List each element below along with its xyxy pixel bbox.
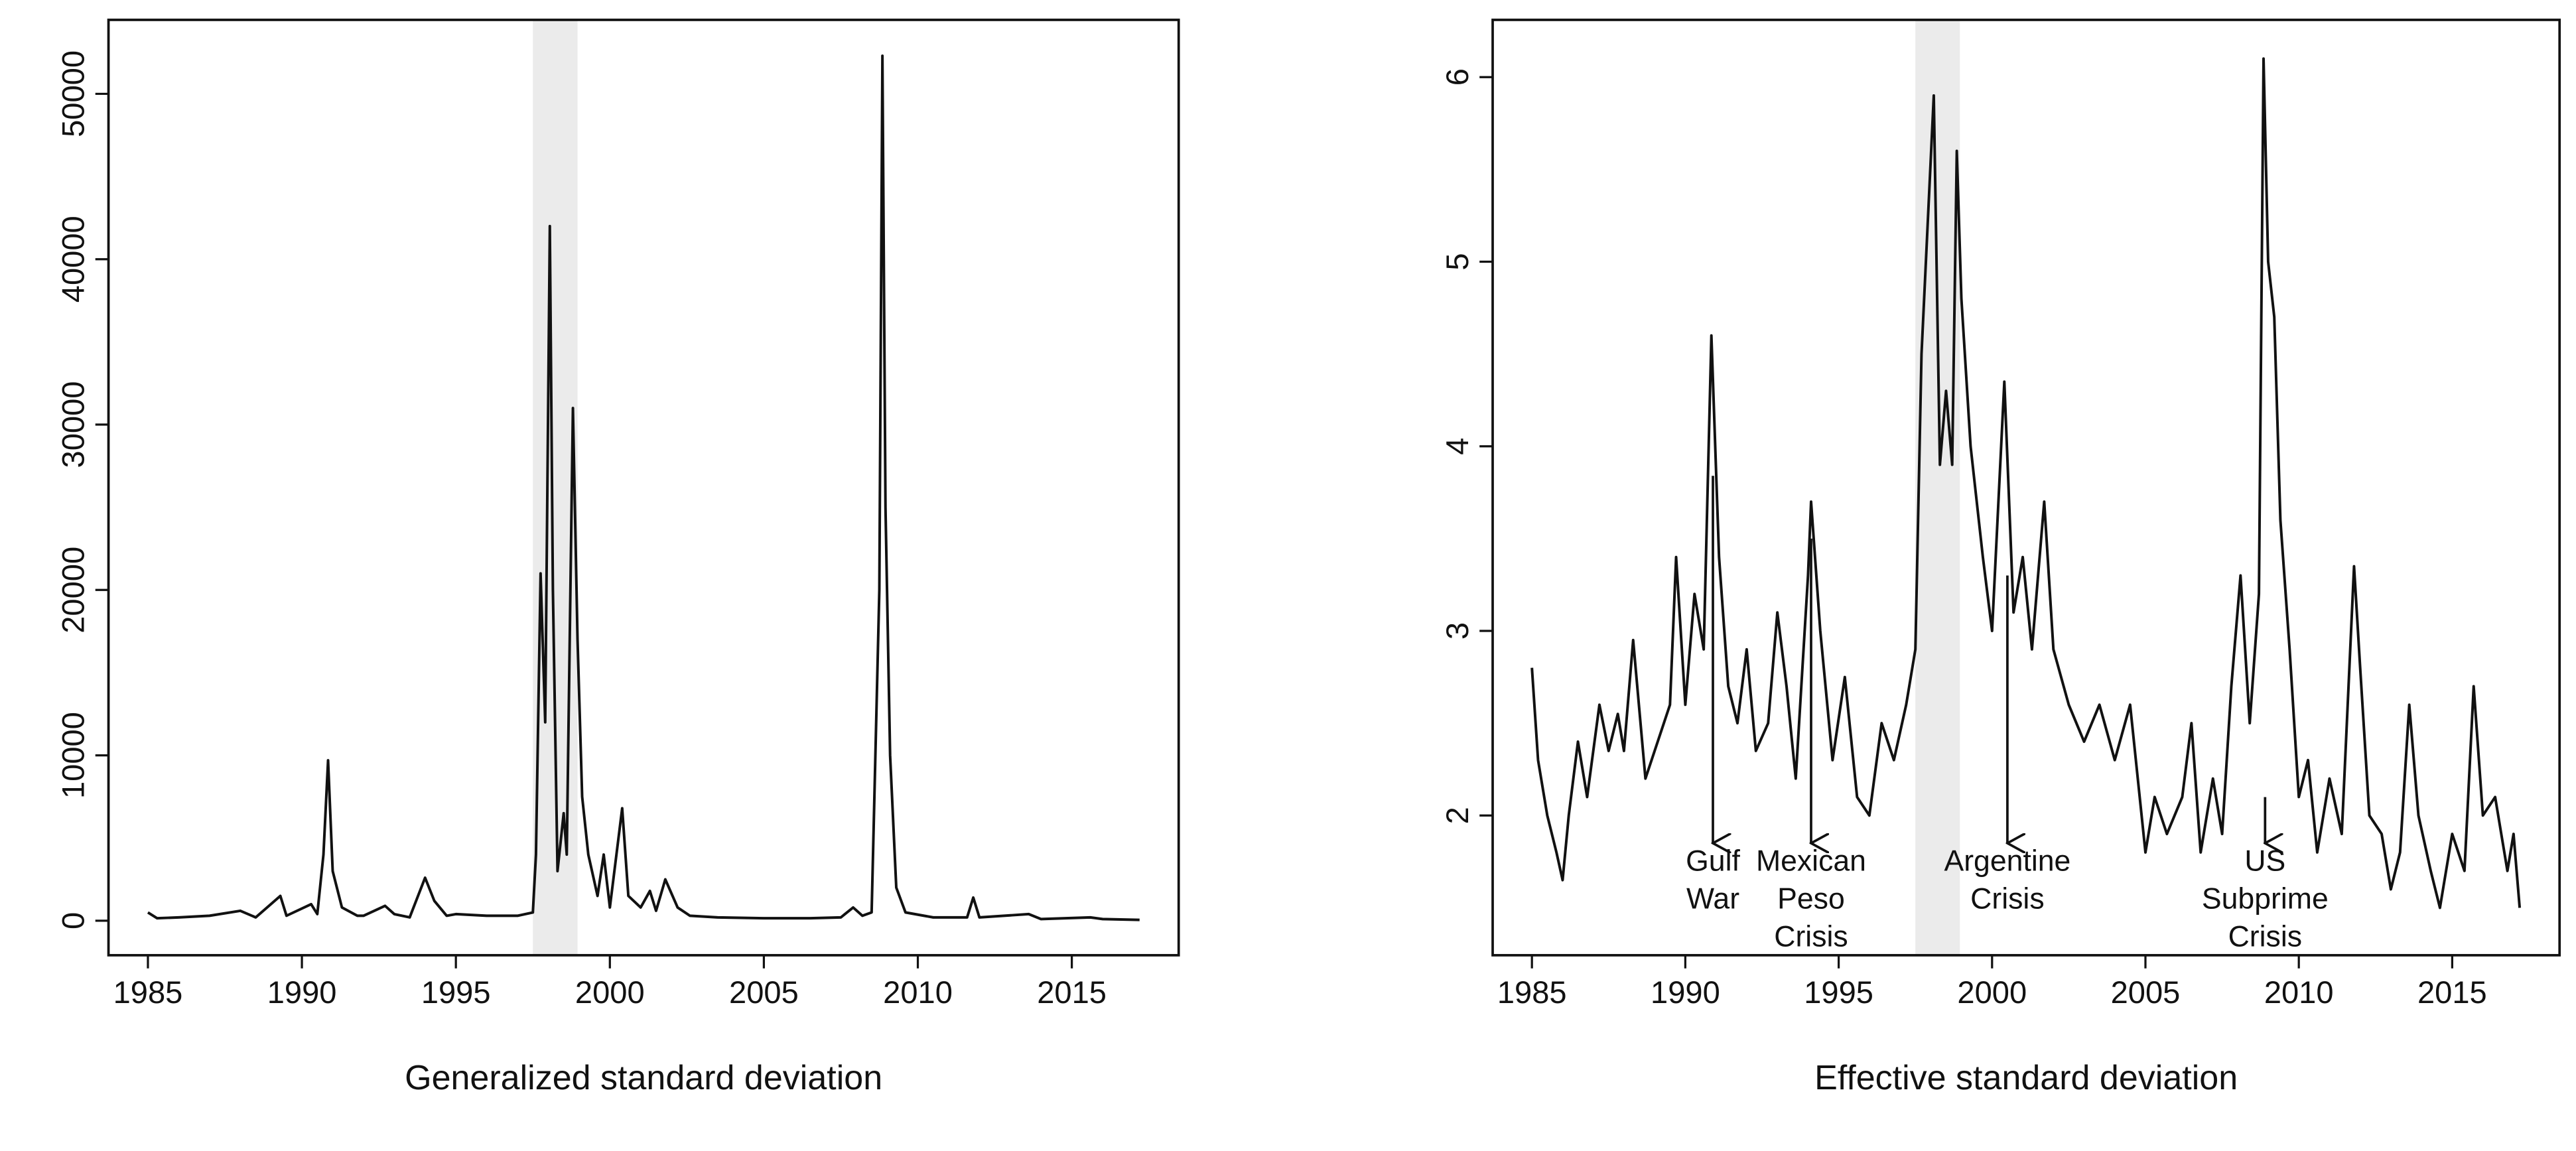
annotation-text: Mexican <box>1756 845 1866 878</box>
y-tick-label: 0 <box>55 912 90 929</box>
shaded-period <box>1915 19 1960 955</box>
x-tick-label: 2015 <box>1037 975 1107 1010</box>
x-tick-label: 1985 <box>1497 975 1567 1010</box>
data-line <box>1530 57 2522 910</box>
annotation-text: Crisis <box>2228 921 2302 953</box>
annotation-text: Peso <box>1777 883 1845 915</box>
x-tick-label: 2010 <box>2264 975 2334 1010</box>
x-axis-label: Generalized standard deviation <box>405 1059 882 1097</box>
y-tick-label: 3 <box>1440 622 1475 640</box>
x-tick-label: 1985 <box>113 975 183 1010</box>
x-tick-label: 2005 <box>729 975 799 1010</box>
annotation-text: US <box>2244 845 2285 878</box>
annotation-text: Crisis <box>1970 883 2044 915</box>
panel: 1985 1990 1995 2000 2005 2010 2015 0 10000 20000 3… <box>55 19 1180 1097</box>
x-tick-label: 2000 <box>575 975 645 1010</box>
x-tick-label: 2000 <box>1957 975 2027 1010</box>
plot-frame <box>1491 19 2561 957</box>
data-line <box>147 54 1140 921</box>
x-tick-label: 2015 <box>2417 975 2487 1010</box>
y-tick-label: 2 <box>1440 807 1475 824</box>
y-tick-label: 40000 <box>55 216 90 303</box>
x-tick-label: 1995 <box>1804 975 1873 1010</box>
y-tick-label: 5 <box>1440 253 1475 270</box>
y-tick-label: 10000 <box>55 712 90 799</box>
annotation-text: War <box>1686 883 1739 915</box>
y-tick-label: 4 <box>1440 438 1475 455</box>
y-tick-label: 6 <box>1440 68 1475 86</box>
x-axis-label: Effective standard deviation <box>1814 1059 2238 1097</box>
y-tick-label: 20000 <box>55 547 90 634</box>
x-tick-label: 2005 <box>2111 975 2181 1010</box>
x-tick-label: 1995 <box>421 975 491 1010</box>
x-tick-label: 1990 <box>1651 975 1720 1010</box>
annotation-text: Gulf <box>1686 845 1740 878</box>
y-tick-label: 50000 <box>55 50 90 137</box>
y-tick-label: 30000 <box>55 381 90 468</box>
plot-frame <box>107 19 1180 957</box>
panel: 1985 1990 1995 2000 2005 2010 2015 2 3 4 5 6 Effecti… <box>1440 19 2561 1097</box>
x-tick-label: 1990 <box>267 975 337 1010</box>
annotation-text: Crisis <box>1774 921 1848 953</box>
x-tick-label: 2010 <box>883 975 953 1010</box>
annotation-text: Argentine <box>1944 845 2070 878</box>
annotation-text: Subprime <box>2202 883 2329 915</box>
